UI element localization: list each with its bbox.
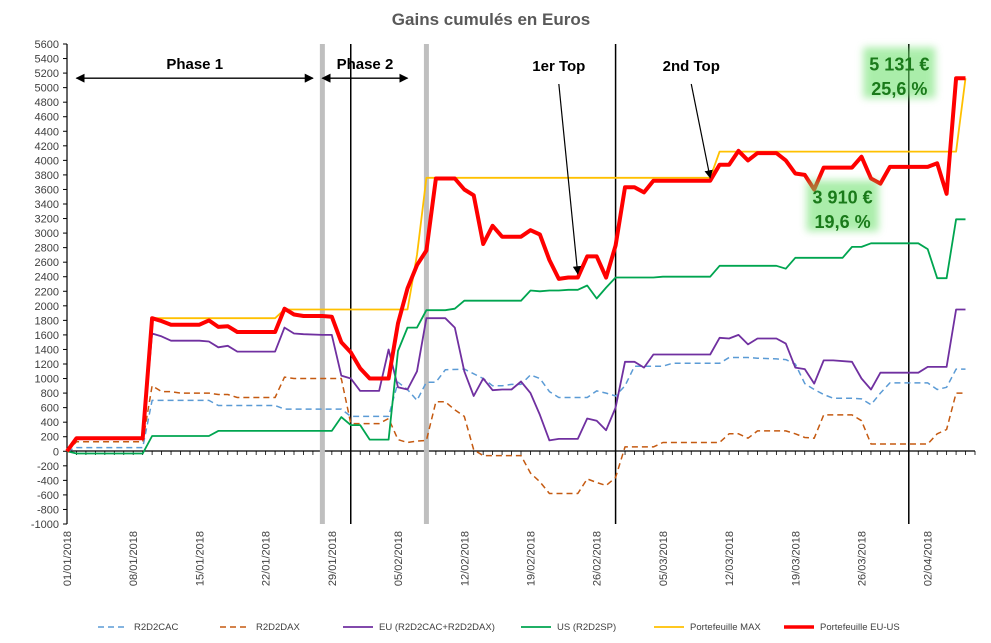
badge_max-amount: 5 131 € xyxy=(869,54,929,74)
y-tick-label: 3600 xyxy=(35,184,59,196)
y-tick-label: 4600 xyxy=(35,112,59,124)
annotations: Phase 1 Phase 2 1er Top 2nd Top 5 131 € 25,6 … xyxy=(75,47,936,275)
legend-label: R2D2DAX xyxy=(256,622,300,633)
y-tick-label: 2200 xyxy=(35,286,59,298)
y-tick-label: 2400 xyxy=(35,272,59,284)
x-tick-label: 22/01/2018 xyxy=(261,531,273,586)
y-tick-label: 1200 xyxy=(35,359,59,371)
badge_max-glow xyxy=(863,47,936,99)
y-tick-label: 5000 xyxy=(35,83,59,95)
legend-label: R2D2CAC xyxy=(134,622,178,633)
y-tick-label: 2800 xyxy=(35,243,59,255)
legend: R2D2CAC R2D2DAX EU (R2D2CAC+R2D2DAX) US (R2… xyxy=(98,622,900,633)
x-tick-label: 19/02/2018 xyxy=(525,531,537,586)
phase1-label: Phase 1 xyxy=(166,56,223,73)
top2-arrow xyxy=(690,83,713,179)
y-tick-label: 5200 xyxy=(35,68,59,80)
x-tick-label: 05/03/2018 xyxy=(658,531,670,586)
badge_euus-percent: 19,6 % xyxy=(815,212,871,232)
top1-arrow xyxy=(558,83,582,275)
y-tick-label: -600 xyxy=(37,490,59,502)
x-axis: 01/01/2018 08/01/2018 15/01/2018 22/01/2018… xyxy=(62,450,976,586)
y-tick-label: 1600 xyxy=(35,330,59,342)
chart-title: Gains cumulés en Euros xyxy=(392,10,590,29)
legend-label: EU (R2D2CAC+R2D2DAX) xyxy=(379,622,495,633)
badge_max-percent: 25,6 % xyxy=(871,79,927,99)
series-line-eu-r2d2cac-r2d2dax xyxy=(66,308,966,452)
top1-label: 1er Top xyxy=(532,58,585,75)
y-tick-label: -800 xyxy=(37,504,59,516)
y-tick-label: 4200 xyxy=(35,141,59,153)
y-tick-label: 3800 xyxy=(35,170,59,182)
badge_euus-glow xyxy=(806,180,879,232)
y-tick-label: -1000 xyxy=(31,519,59,531)
y-tick-label: 1800 xyxy=(35,315,59,327)
y-tick-label: 2000 xyxy=(35,301,59,313)
x-tick-label: 02/04/2018 xyxy=(923,531,935,586)
y-tick-label: 5600 xyxy=(35,39,59,51)
y-tick-label: 4000 xyxy=(35,155,59,167)
badge_euus-amount: 3 910 € xyxy=(813,187,873,207)
y-tick-label: 2600 xyxy=(35,257,59,269)
legend-label: Portefeuille EU-US xyxy=(820,622,900,633)
legend-label: Portefeuille MAX xyxy=(690,622,761,633)
y-tick-label: 800 xyxy=(41,388,59,400)
y-tick-label: 0 xyxy=(53,446,59,458)
series-line-portefeuille-max xyxy=(66,78,967,452)
y-tick-label: 200 xyxy=(41,432,59,444)
y-tick-label: 5400 xyxy=(35,54,59,66)
series-line-portefeuille-eu-us xyxy=(65,76,966,453)
vertical-markers xyxy=(319,44,910,524)
y-tick-label: 3000 xyxy=(35,228,59,240)
y-tick-label: 3400 xyxy=(35,199,59,211)
series-line-us-r2d2sp xyxy=(66,218,966,455)
x-tick-label: 26/02/2018 xyxy=(592,531,604,586)
series-line-r2d2dax xyxy=(66,376,966,495)
y-tick-label: 1000 xyxy=(35,374,59,386)
y-tick-label: -200 xyxy=(37,461,59,473)
y-tick-label: -400 xyxy=(37,475,59,487)
y-tick-label: 4800 xyxy=(35,97,59,109)
x-tick-label: 12/03/2018 xyxy=(724,531,736,586)
x-tick-label: 29/01/2018 xyxy=(327,531,339,586)
x-tick-label: 08/01/2018 xyxy=(128,531,140,586)
top2-label: 2nd Top xyxy=(663,58,720,75)
x-tick-label: 12/02/2018 xyxy=(459,531,471,586)
y-tick-label: 1400 xyxy=(35,344,59,356)
y-tick-label: 400 xyxy=(41,417,59,429)
y-axis: -1000 -800 -600 -400 -200 0 200 400 600 800 1000 12… xyxy=(31,39,68,531)
x-tick-label: 01/01/2018 xyxy=(62,531,74,586)
legend-label: US (R2D2SP) xyxy=(557,622,616,633)
y-tick-label: 4400 xyxy=(35,126,59,138)
phase2-label: Phase 2 xyxy=(337,56,394,73)
series-lines xyxy=(65,76,967,495)
series-line-r2d2cac xyxy=(66,356,966,452)
x-tick-label: 05/02/2018 xyxy=(393,531,405,586)
x-tick-label: 19/03/2018 xyxy=(790,531,802,586)
x-tick-label: 15/01/2018 xyxy=(194,531,206,586)
y-tick-label: 600 xyxy=(41,403,59,415)
x-tick-label: 26/03/2018 xyxy=(857,531,869,586)
y-tick-label: 3200 xyxy=(35,214,59,226)
